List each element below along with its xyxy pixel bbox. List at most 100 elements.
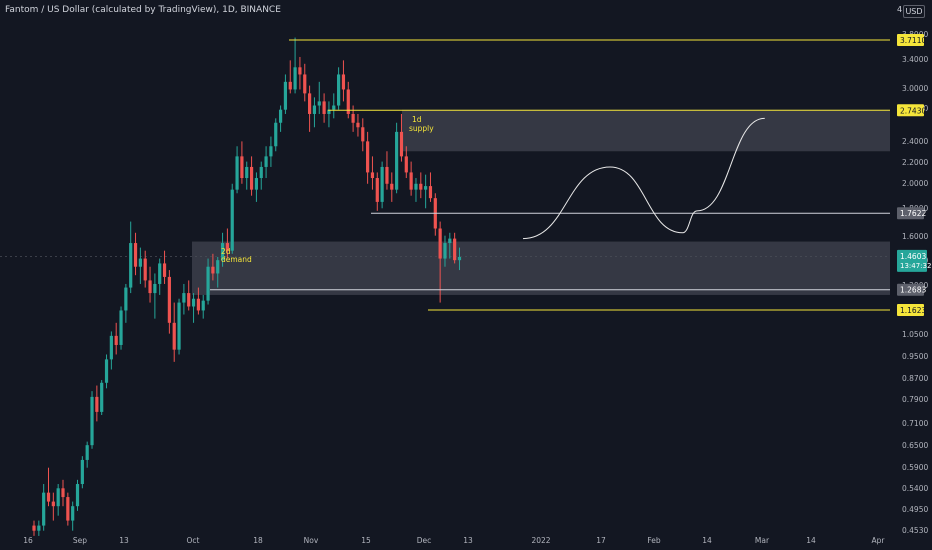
candle (216, 256, 220, 288)
candle-body (220, 243, 225, 261)
candle-body (124, 287, 128, 311)
candle (341, 60, 346, 102)
candle (114, 322, 118, 355)
candle-body (56, 488, 60, 507)
candle-body (438, 228, 442, 259)
candle-body (443, 243, 447, 259)
current-price-label: 1.4603 (900, 252, 926, 261)
candle-body (80, 459, 84, 485)
candle (201, 294, 205, 319)
candle (75, 479, 80, 511)
y-tick-label: 0.7100 (902, 419, 928, 428)
candle-body (191, 298, 196, 307)
candle-body (66, 497, 70, 521)
candle (298, 56, 302, 90)
y-tick-label: 0.9500 (902, 352, 928, 361)
candle (457, 247, 462, 271)
candle-body (216, 260, 220, 274)
candle (274, 118, 278, 152)
candle (346, 81, 350, 119)
candle (390, 172, 394, 202)
candle-body (366, 141, 370, 173)
price-axis-panel (890, 0, 932, 550)
candle (259, 161, 263, 190)
candle (37, 520, 41, 536)
candle-body (167, 276, 171, 323)
candle-body (32, 525, 36, 531)
candle (249, 156, 254, 196)
candle (370, 156, 375, 190)
candle-body (71, 506, 75, 521)
candle-body (148, 280, 152, 294)
candle-body (341, 74, 346, 90)
x-tick-label: 18 (253, 536, 263, 545)
price-tag-1.2683: 1.2683 (900, 286, 926, 295)
currency-selector[interactable]: USD (903, 5, 925, 18)
candle-body (249, 166, 254, 190)
candle (312, 97, 317, 128)
candle (148, 266, 152, 303)
zone-label-demand-line2: demand (221, 255, 252, 264)
zone-label-supply-line2: supply (409, 124, 434, 133)
price-tag-1.7622: 1.7622 (900, 209, 926, 218)
y-tick-label: 3.0000 (902, 84, 928, 93)
candle (158, 258, 162, 295)
menu-number[interactable]: 4 (897, 5, 903, 14)
y-tick-label: 3.4000 (902, 55, 928, 64)
candle-body (409, 172, 413, 190)
candle-body (162, 263, 167, 277)
candle-body (361, 127, 365, 142)
candle-body (138, 258, 142, 267)
zone-1d-supply (402, 109, 890, 152)
candle-body (177, 302, 181, 350)
candle (220, 232, 225, 267)
zone-label-supply-line1: 1d (412, 115, 422, 124)
x-tick-label: 13 (119, 536, 129, 545)
candle-body (274, 122, 278, 147)
candle-body (385, 166, 389, 184)
candle (206, 258, 210, 305)
candle-body (327, 109, 331, 114)
candle (95, 385, 99, 422)
x-tick-label: Nov (304, 536, 319, 545)
candle-body (322, 101, 326, 114)
candle (143, 250, 147, 288)
candle-body (225, 243, 229, 251)
candle-body (375, 178, 379, 202)
candle-body (453, 238, 457, 261)
candle (80, 456, 84, 489)
candle (428, 172, 433, 202)
x-tick-label: Dec (417, 536, 432, 545)
candle (414, 178, 418, 202)
candle (269, 136, 273, 167)
candle (395, 122, 399, 194)
candle (278, 105, 283, 132)
candle-body (356, 122, 360, 128)
candle (133, 232, 138, 276)
x-tick-label: Apr (872, 536, 886, 545)
candle (138, 247, 142, 284)
zone-2d-demand (192, 241, 890, 295)
candle-body (312, 105, 317, 114)
candle-body (211, 266, 215, 274)
candle (356, 113, 360, 137)
time-axis[interactable]: 16 Sep 13 Oct 18 Nov 15 Dec 13 2022 17 Feb 14 Mar 14 Ap… (23, 536, 885, 545)
candle (191, 293, 196, 323)
candle-body (114, 335, 118, 345)
candle-body (448, 238, 452, 244)
candle-body (46, 492, 51, 502)
candle (230, 183, 234, 254)
x-tick-label: 2022 (531, 536, 550, 545)
y-tick-label: 0.4530 (902, 526, 928, 535)
price-tag-1.1623: 1.1623 (900, 306, 926, 315)
candle-body (153, 283, 157, 294)
candle-body (419, 183, 423, 190)
candle (424, 174, 428, 209)
candle (361, 118, 365, 152)
candle (109, 331, 113, 370)
candle (162, 250, 167, 284)
candle (293, 37, 297, 94)
candle-body (201, 300, 205, 311)
candle (332, 93, 336, 119)
